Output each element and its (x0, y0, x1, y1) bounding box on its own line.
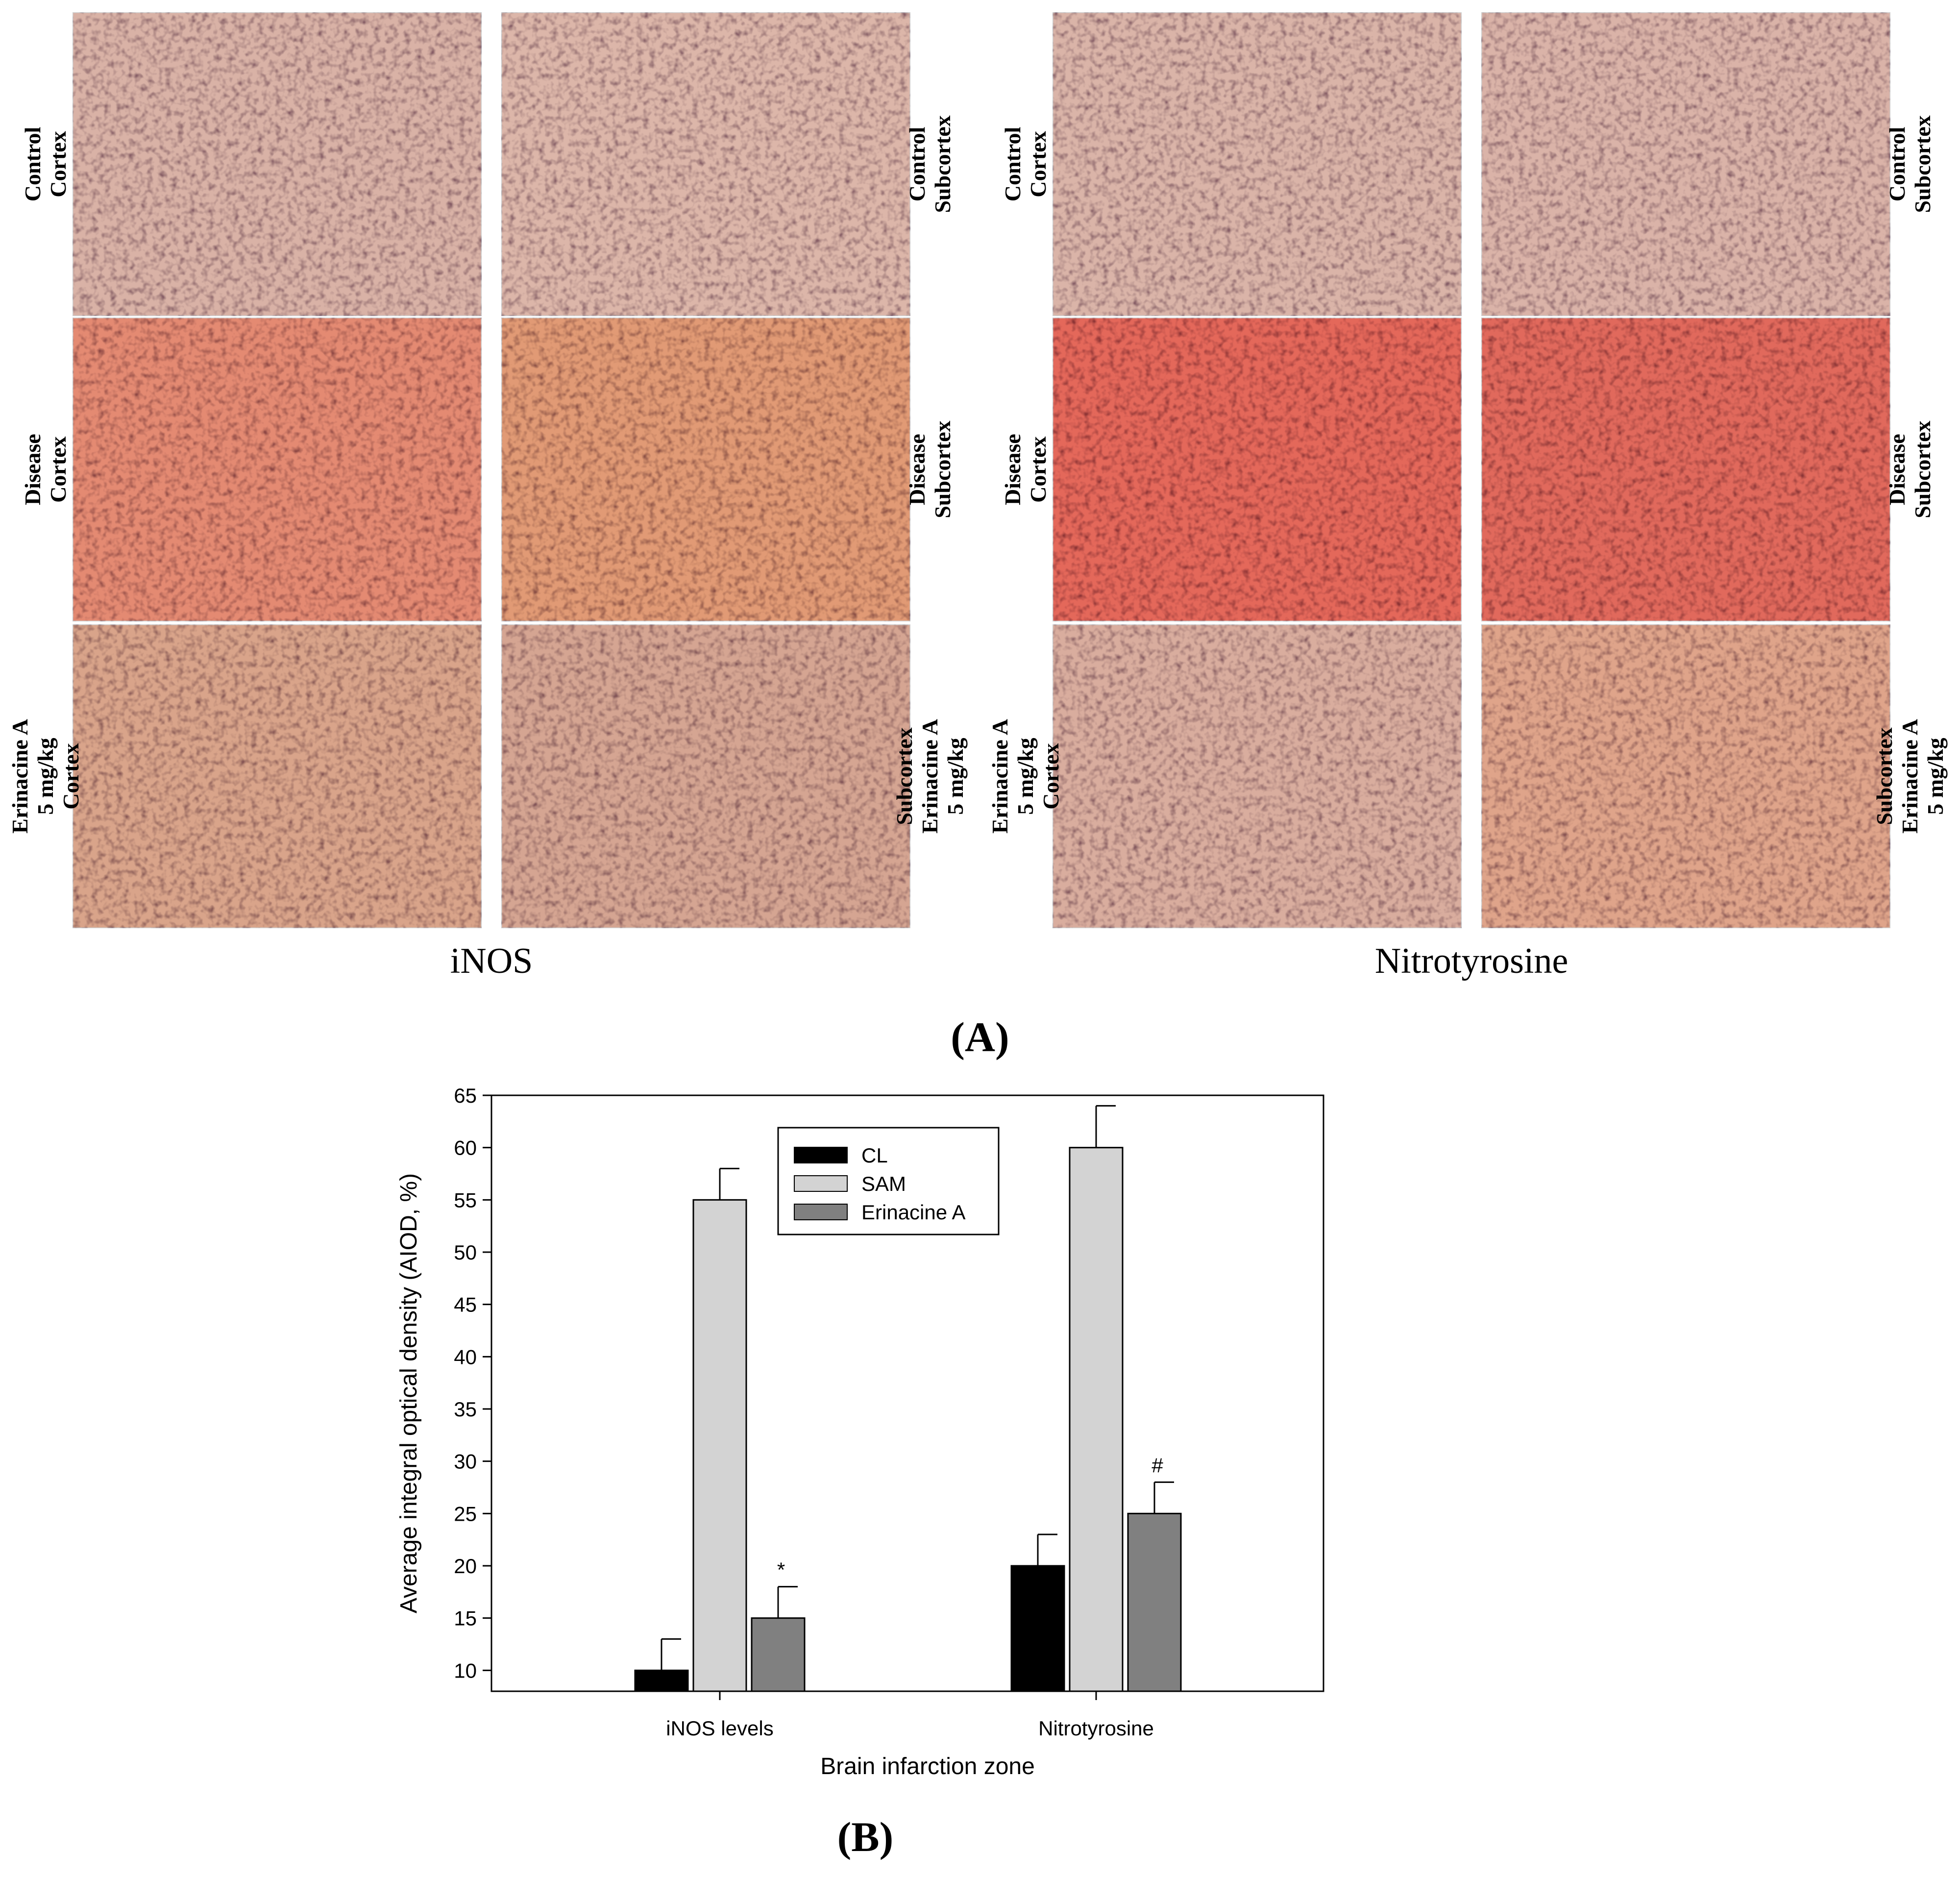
y-tick-label: 40 (454, 1345, 477, 1368)
group-title: Nitrotyrosine (1375, 941, 1568, 981)
legend-swatch (794, 1175, 848, 1192)
row-label: Disease (1000, 434, 1025, 505)
y-tick-label: 65 (454, 1084, 477, 1107)
legend-label: SAM (861, 1172, 906, 1195)
y-axis-label: Average integral optical density (AIOD, … (396, 1173, 422, 1613)
significance-marker: * (777, 1558, 785, 1581)
legend-swatch (794, 1204, 848, 1220)
y-tick-label: 15 (454, 1607, 477, 1630)
row-label: 5 mg/kg (1013, 738, 1038, 815)
micrograph-tile (1052, 11, 1463, 317)
row-label: Erinacine A (1897, 719, 1922, 834)
bar (1069, 1147, 1124, 1692)
y-tick-label: 25 (454, 1502, 477, 1525)
micrograph-tile (72, 623, 483, 929)
row-label: Control (905, 127, 930, 202)
micrograph-tile (1480, 317, 1891, 622)
y-tick-label: 30 (454, 1450, 477, 1473)
panel-b-caption: (B) (837, 1813, 894, 1860)
micrograph-tile (1052, 317, 1463, 622)
row-label: Subcortex (1910, 115, 1935, 213)
row-label: Erinacine A (917, 719, 942, 834)
bar (1010, 1565, 1065, 1692)
y-tick-label: 20 (454, 1555, 477, 1578)
y-tick-label: 60 (454, 1136, 477, 1160)
row-label: Cortex (1026, 131, 1051, 197)
micrograph-tile (500, 317, 911, 622)
x-tick-label: iNOS levels (666, 1717, 773, 1740)
row-label: 5 mg/kg (33, 738, 58, 815)
row-label: Disease (905, 434, 930, 505)
micrograph-tile (1480, 11, 1891, 317)
micrograph-tile (1480, 623, 1891, 929)
row-label: Subcortex (1872, 727, 1897, 825)
legend-swatch (794, 1147, 848, 1163)
x-tick-label: Nitrotyrosine (1038, 1717, 1154, 1740)
micrograph-tile (500, 623, 911, 929)
row-label: Erinacine A (7, 719, 32, 834)
row-label: Subcortex (930, 420, 955, 518)
row-label: Subcortex (1910, 420, 1935, 518)
row-label: Control (1000, 127, 1025, 202)
row-label: Subcortex (930, 115, 955, 213)
bars: *# (634, 1105, 1182, 1692)
row-label: Cortex (46, 436, 71, 502)
y-axis-ticks: 10 15 20 25 30 35 40 45 50 55 60 65 (454, 1084, 491, 1682)
row-label: Control (1885, 127, 1910, 202)
micrograph-tile (72, 317, 483, 622)
legend: CL SAM Erinacine A (777, 1127, 1000, 1235)
y-tick-label: 45 (454, 1293, 477, 1316)
micrograph-tile (500, 11, 911, 317)
plot-frame (490, 1094, 1324, 1692)
significance-marker: # (1152, 1454, 1163, 1477)
x-axis-ticks: iNOS levels Nitrotyrosine (666, 1691, 1154, 1740)
bar (1127, 1512, 1182, 1692)
row-label: 5 mg/kg (1923, 738, 1948, 815)
row-label: Cortex (46, 131, 71, 197)
legend-label: Erinacine A (861, 1201, 965, 1224)
group-title: iNOS (450, 941, 533, 981)
bar (751, 1617, 806, 1692)
row-label: 5 mg/kg (943, 738, 968, 815)
y-tick-label: 50 (454, 1241, 477, 1264)
micrograph-tile (1052, 623, 1463, 929)
legend-label: CL (861, 1144, 888, 1167)
y-tick-label: 55 (454, 1188, 477, 1211)
row-label: Control (20, 127, 45, 202)
row-label: Erinacine A (987, 719, 1012, 834)
row-label: Cortex (1038, 743, 1063, 809)
micrograph-tile (72, 11, 483, 317)
y-tick-label: 35 (454, 1398, 477, 1421)
y-tick-label: 10 (454, 1659, 477, 1682)
x-axis-label: Brain infarction zone (820, 1754, 1035, 1779)
row-label: Disease (20, 434, 45, 505)
row-label: Subcortex (892, 727, 917, 825)
bar (634, 1669, 689, 1692)
row-label: Cortex (58, 743, 83, 809)
bar (692, 1199, 747, 1692)
row-label: Disease (1885, 434, 1910, 505)
row-label: Cortex (1026, 436, 1051, 502)
panel-a-caption: (A) (951, 1013, 1009, 1061)
